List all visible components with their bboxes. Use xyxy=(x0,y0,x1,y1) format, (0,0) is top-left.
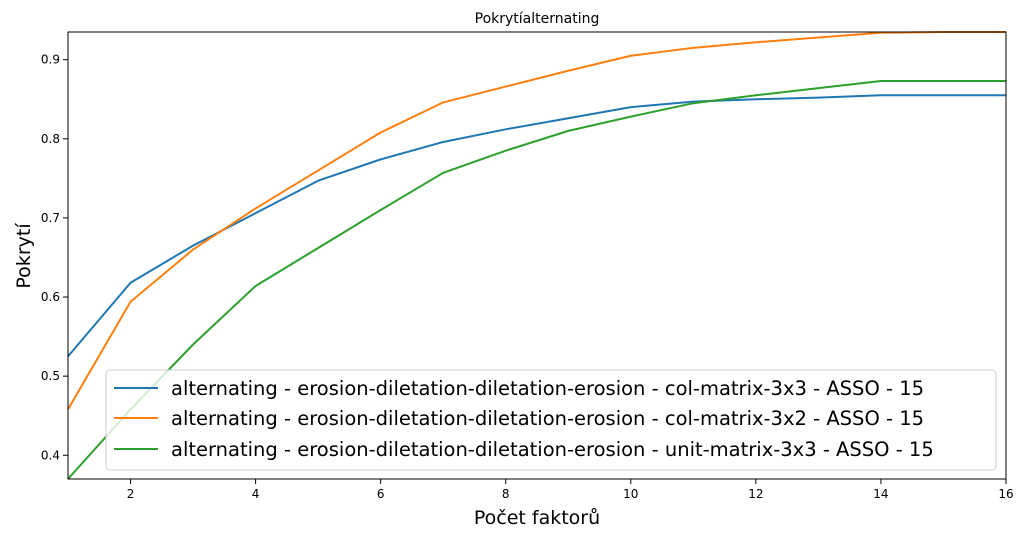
legend-label-1: alternating - erosion-diletation-diletat… xyxy=(171,407,924,430)
x-tick-label: 12 xyxy=(748,487,763,501)
plot-frame xyxy=(67,31,1007,480)
y-tick-label: 0.9 xyxy=(41,53,60,67)
series-line-2 xyxy=(67,80,1006,480)
legend-box xyxy=(105,369,997,471)
y-axis: 0.4 0.5 0.6 0.7 0.8 0.9 xyxy=(41,53,68,462)
legend: alternating - erosion-diletation-diletat… xyxy=(105,369,997,471)
series-layer xyxy=(67,31,1006,480)
legend-label-2: alternating - erosion-diletation-diletat… xyxy=(171,438,934,461)
y-tick-label: 0.7 xyxy=(41,211,60,225)
x-tick-label: 10 xyxy=(623,487,638,501)
x-tick-label: 14 xyxy=(873,487,888,501)
x-axis: 2 4 6 8 10 12 14 16 xyxy=(127,479,1014,501)
y-tick-label: 0.8 xyxy=(41,132,60,146)
y-tick-label: 0.6 xyxy=(41,290,60,304)
y-axis-label: Pokrytí xyxy=(13,223,35,289)
x-tick-label: 2 xyxy=(127,487,135,501)
x-axis-label: Počet faktorů xyxy=(474,507,600,529)
chart-title: Pokrytíalternating xyxy=(475,11,600,27)
legend-label-0: alternating - erosion-diletation-diletat… xyxy=(171,377,924,400)
x-tick-label: 8 xyxy=(502,487,510,501)
x-tick-label: 16 xyxy=(998,487,1013,501)
x-tick-label: 6 xyxy=(377,487,385,501)
y-tick-label: 0.4 xyxy=(41,448,60,462)
x-tick-label: 4 xyxy=(252,487,260,501)
series-line-1 xyxy=(67,31,1006,410)
y-tick-label: 0.5 xyxy=(41,369,60,383)
